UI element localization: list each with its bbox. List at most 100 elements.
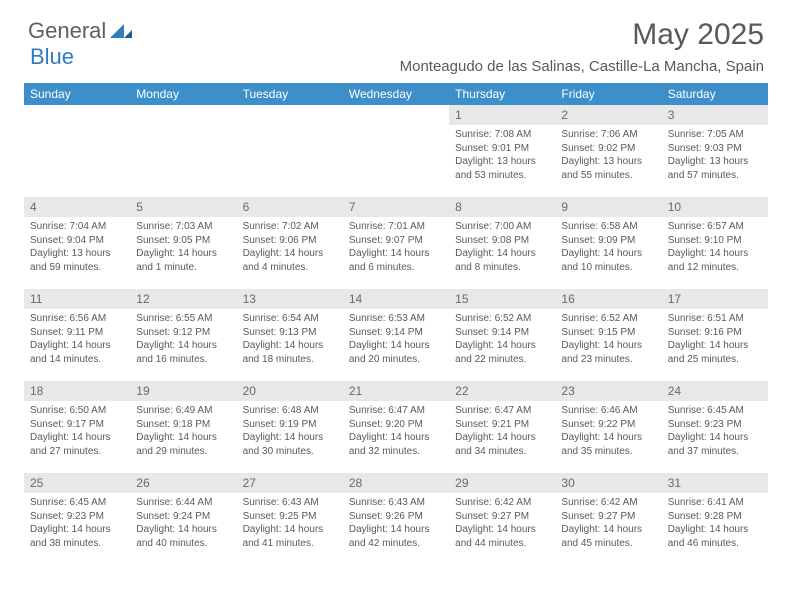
day-cell: 17Sunrise: 6:51 AMSunset: 9:16 PMDayligh… xyxy=(662,289,768,381)
sunrise-line: Sunrise: 7:08 AM xyxy=(455,128,549,142)
sunset-line: Sunset: 9:12 PM xyxy=(136,326,230,340)
day-details: Sunrise: 6:49 AMSunset: 9:18 PMDaylight:… xyxy=(130,401,236,464)
sunset-line: Sunset: 9:18 PM xyxy=(136,418,230,432)
day-details: Sunrise: 6:44 AMSunset: 9:24 PMDaylight:… xyxy=(130,493,236,556)
day-cell xyxy=(130,105,236,197)
sunrise-line: Sunrise: 6:44 AM xyxy=(136,496,230,510)
weekday-label: Sunday xyxy=(24,83,130,105)
day-details: Sunrise: 6:41 AMSunset: 9:28 PMDaylight:… xyxy=(662,493,768,556)
day-details: Sunrise: 6:45 AMSunset: 9:23 PMDaylight:… xyxy=(24,493,130,556)
sunrise-line: Sunrise: 6:42 AM xyxy=(455,496,549,510)
sunset-line: Sunset: 9:28 PM xyxy=(668,510,762,524)
day-cell: 13Sunrise: 6:54 AMSunset: 9:13 PMDayligh… xyxy=(237,289,343,381)
sunrise-line: Sunrise: 7:03 AM xyxy=(136,220,230,234)
brand-part2: Blue xyxy=(30,44,74,70)
daylight-line: Daylight: 14 hours and 45 minutes. xyxy=(561,523,655,550)
day-cell: 21Sunrise: 6:47 AMSunset: 9:20 PMDayligh… xyxy=(343,381,449,473)
day-cell: 8Sunrise: 7:00 AMSunset: 9:08 PMDaylight… xyxy=(449,197,555,289)
daylight-line: Daylight: 14 hours and 29 minutes. xyxy=(136,431,230,458)
daylight-line: Daylight: 14 hours and 25 minutes. xyxy=(668,339,762,366)
title-block: May 2025 xyxy=(632,18,764,52)
daylight-line: Daylight: 14 hours and 1 minute. xyxy=(136,247,230,274)
sunset-line: Sunset: 9:06 PM xyxy=(243,234,337,248)
brand-triangle-icon xyxy=(110,18,132,44)
day-details: Sunrise: 7:08 AMSunset: 9:01 PMDaylight:… xyxy=(449,125,555,188)
daylight-line: Daylight: 13 hours and 55 minutes. xyxy=(561,155,655,182)
month-title: May 2025 xyxy=(632,18,764,52)
daylight-line: Daylight: 14 hours and 14 minutes. xyxy=(30,339,124,366)
day-number: 9 xyxy=(555,197,661,217)
sunset-line: Sunset: 9:15 PM xyxy=(561,326,655,340)
day-number: 14 xyxy=(343,289,449,309)
location-text: Monteagudo de las Salinas, Castille-La M… xyxy=(0,58,792,75)
day-number: 12 xyxy=(130,289,236,309)
day-number: 24 xyxy=(662,381,768,401)
daylight-line: Daylight: 14 hours and 18 minutes. xyxy=(243,339,337,366)
day-details: Sunrise: 6:48 AMSunset: 9:19 PMDaylight:… xyxy=(237,401,343,464)
sunrise-line: Sunrise: 7:06 AM xyxy=(561,128,655,142)
day-cell: 25Sunrise: 6:45 AMSunset: 9:23 PMDayligh… xyxy=(24,473,130,565)
day-details: Sunrise: 7:05 AMSunset: 9:03 PMDaylight:… xyxy=(662,125,768,188)
sunset-line: Sunset: 9:19 PM xyxy=(243,418,337,432)
sunset-line: Sunset: 9:23 PM xyxy=(668,418,762,432)
daylight-line: Daylight: 14 hours and 8 minutes. xyxy=(455,247,549,274)
day-number: 27 xyxy=(237,473,343,493)
page-header: General May 2025 xyxy=(0,0,792,56)
week-row: 25Sunrise: 6:45 AMSunset: 9:23 PMDayligh… xyxy=(24,473,768,565)
day-cell: 12Sunrise: 6:55 AMSunset: 9:12 PMDayligh… xyxy=(130,289,236,381)
sunset-line: Sunset: 9:14 PM xyxy=(349,326,443,340)
day-cell xyxy=(237,105,343,197)
day-cell: 31Sunrise: 6:41 AMSunset: 9:28 PMDayligh… xyxy=(662,473,768,565)
sunrise-line: Sunrise: 6:42 AM xyxy=(561,496,655,510)
day-cell: 1Sunrise: 7:08 AMSunset: 9:01 PMDaylight… xyxy=(449,105,555,197)
sunrise-line: Sunrise: 6:52 AM xyxy=(561,312,655,326)
sunset-line: Sunset: 9:11 PM xyxy=(30,326,124,340)
sunset-line: Sunset: 9:24 PM xyxy=(136,510,230,524)
sunrise-line: Sunrise: 6:51 AM xyxy=(668,312,762,326)
day-details: Sunrise: 6:57 AMSunset: 9:10 PMDaylight:… xyxy=(662,217,768,280)
day-cell: 9Sunrise: 6:58 AMSunset: 9:09 PMDaylight… xyxy=(555,197,661,289)
day-details: Sunrise: 7:01 AMSunset: 9:07 PMDaylight:… xyxy=(343,217,449,280)
sunset-line: Sunset: 9:25 PM xyxy=(243,510,337,524)
day-number: 31 xyxy=(662,473,768,493)
day-details: Sunrise: 6:47 AMSunset: 9:21 PMDaylight:… xyxy=(449,401,555,464)
day-number: 15 xyxy=(449,289,555,309)
day-number: 26 xyxy=(130,473,236,493)
daylight-line: Daylight: 14 hours and 37 minutes. xyxy=(668,431,762,458)
sunrise-line: Sunrise: 7:01 AM xyxy=(349,220,443,234)
sunrise-line: Sunrise: 7:04 AM xyxy=(30,220,124,234)
daylight-line: Daylight: 14 hours and 32 minutes. xyxy=(349,431,443,458)
sunrise-line: Sunrise: 6:56 AM xyxy=(30,312,124,326)
sunrise-line: Sunrise: 6:45 AM xyxy=(668,404,762,418)
day-cell: 11Sunrise: 6:56 AMSunset: 9:11 PMDayligh… xyxy=(24,289,130,381)
sunset-line: Sunset: 9:13 PM xyxy=(243,326,337,340)
sunset-line: Sunset: 9:01 PM xyxy=(455,142,549,156)
sunset-line: Sunset: 9:14 PM xyxy=(455,326,549,340)
day-details: Sunrise: 6:43 AMSunset: 9:26 PMDaylight:… xyxy=(343,493,449,556)
sunrise-line: Sunrise: 6:41 AM xyxy=(668,496,762,510)
day-cell: 30Sunrise: 6:42 AMSunset: 9:27 PMDayligh… xyxy=(555,473,661,565)
daylight-line: Daylight: 14 hours and 16 minutes. xyxy=(136,339,230,366)
day-number: 17 xyxy=(662,289,768,309)
sunset-line: Sunset: 9:20 PM xyxy=(349,418,443,432)
daylight-line: Daylight: 14 hours and 23 minutes. xyxy=(561,339,655,366)
day-number: 3 xyxy=(662,105,768,125)
sunrise-line: Sunrise: 7:05 AM xyxy=(668,128,762,142)
sunrise-line: Sunrise: 6:46 AM xyxy=(561,404,655,418)
day-details: Sunrise: 6:56 AMSunset: 9:11 PMDaylight:… xyxy=(24,309,130,372)
day-cell: 27Sunrise: 6:43 AMSunset: 9:25 PMDayligh… xyxy=(237,473,343,565)
daylight-line: Daylight: 14 hours and 35 minutes. xyxy=(561,431,655,458)
day-number: 23 xyxy=(555,381,661,401)
daylight-line: Daylight: 14 hours and 46 minutes. xyxy=(668,523,762,550)
day-cell: 10Sunrise: 6:57 AMSunset: 9:10 PMDayligh… xyxy=(662,197,768,289)
week-row: 1Sunrise: 7:08 AMSunset: 9:01 PMDaylight… xyxy=(24,105,768,197)
sunset-line: Sunset: 9:26 PM xyxy=(349,510,443,524)
day-cell: 16Sunrise: 6:52 AMSunset: 9:15 PMDayligh… xyxy=(555,289,661,381)
daylight-line: Daylight: 14 hours and 34 minutes. xyxy=(455,431,549,458)
day-details: Sunrise: 7:00 AMSunset: 9:08 PMDaylight:… xyxy=(449,217,555,280)
day-details: Sunrise: 6:52 AMSunset: 9:14 PMDaylight:… xyxy=(449,309,555,372)
day-cell xyxy=(24,105,130,197)
day-details: Sunrise: 6:58 AMSunset: 9:09 PMDaylight:… xyxy=(555,217,661,280)
sunrise-line: Sunrise: 6:58 AM xyxy=(561,220,655,234)
daylight-line: Daylight: 14 hours and 38 minutes. xyxy=(30,523,124,550)
